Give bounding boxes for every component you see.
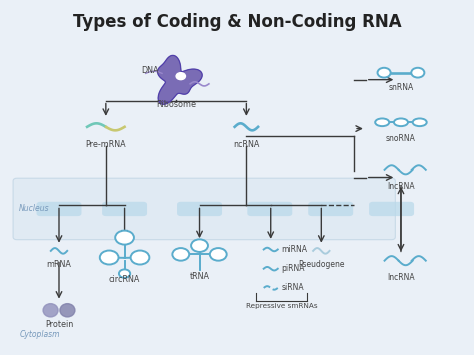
Text: mRNA: mRNA — [46, 260, 72, 269]
Text: snRNA: snRNA — [388, 83, 414, 92]
Ellipse shape — [413, 119, 427, 126]
Text: piRNA: piRNA — [282, 264, 305, 273]
Circle shape — [115, 231, 134, 245]
Circle shape — [173, 248, 189, 261]
Text: Cytoplasm: Cytoplasm — [19, 330, 60, 339]
Ellipse shape — [60, 304, 75, 317]
FancyBboxPatch shape — [177, 202, 222, 216]
FancyBboxPatch shape — [102, 202, 147, 216]
Circle shape — [176, 73, 185, 80]
Ellipse shape — [394, 119, 408, 126]
Ellipse shape — [43, 304, 58, 317]
Text: circRNA: circRNA — [109, 275, 140, 284]
Text: miRNA: miRNA — [282, 245, 308, 254]
Text: Nucleus: Nucleus — [19, 204, 50, 213]
Text: DNA: DNA — [142, 66, 159, 75]
Text: Types of Coding & Non-Coding RNA: Types of Coding & Non-Coding RNA — [73, 13, 401, 31]
FancyBboxPatch shape — [36, 202, 82, 216]
Polygon shape — [157, 55, 202, 104]
Text: siRNA: siRNA — [282, 283, 304, 293]
Text: snoRNA: snoRNA — [386, 134, 416, 143]
Text: lncRNA: lncRNA — [387, 182, 415, 191]
Circle shape — [210, 248, 227, 261]
Ellipse shape — [375, 119, 389, 126]
Text: Protein: Protein — [45, 320, 73, 329]
Text: lncRNA: lncRNA — [387, 273, 415, 282]
Circle shape — [411, 68, 424, 77]
Circle shape — [119, 269, 130, 278]
FancyBboxPatch shape — [369, 202, 414, 216]
FancyBboxPatch shape — [308, 202, 353, 216]
Text: Repressive smRNAs: Repressive smRNAs — [246, 302, 317, 308]
Circle shape — [377, 68, 391, 77]
Text: Pseudogene: Pseudogene — [298, 260, 345, 269]
Text: Pre-mRNA: Pre-mRNA — [85, 140, 126, 149]
Circle shape — [191, 239, 208, 252]
Text: tRNA: tRNA — [190, 272, 210, 281]
Circle shape — [100, 251, 118, 264]
Circle shape — [131, 251, 149, 264]
FancyBboxPatch shape — [247, 202, 292, 216]
Text: Ribosome: Ribosome — [156, 100, 196, 109]
Text: ncRNA: ncRNA — [233, 140, 260, 149]
FancyBboxPatch shape — [13, 178, 395, 240]
